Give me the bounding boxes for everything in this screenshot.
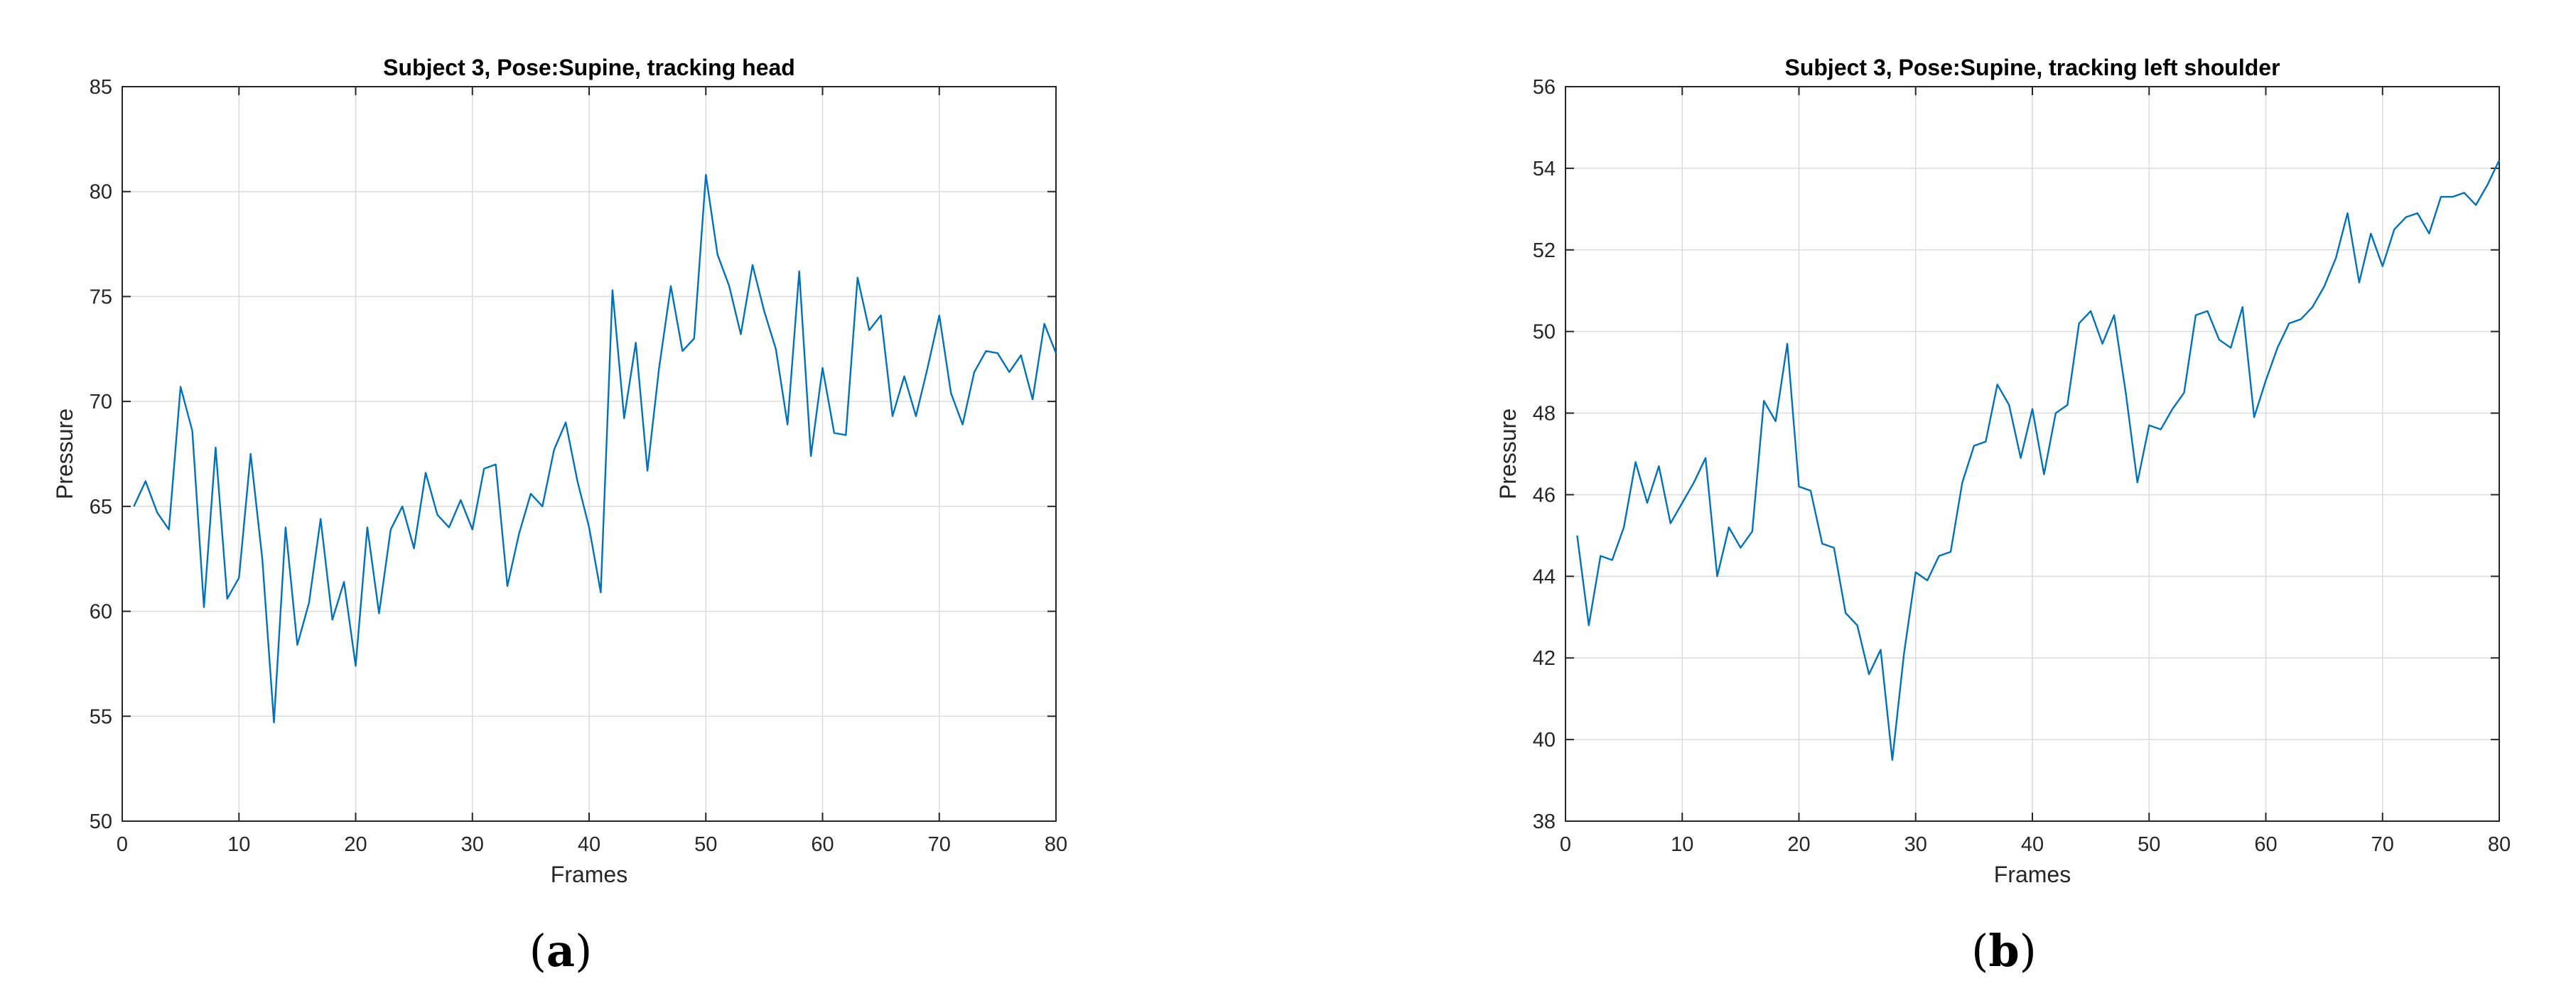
- x-tick-label: 30: [461, 833, 484, 856]
- series-line: [133, 173, 1057, 724]
- chart-title: Subject 3, Pose:Supine, tracking left sh…: [1784, 55, 2280, 80]
- y-tick-label: 65: [90, 496, 112, 519]
- x-tick-label: 0: [1560, 833, 1571, 856]
- y-tick-label: 56: [1533, 76, 1556, 99]
- series-line: [1576, 159, 2501, 761]
- x-tick-label: 60: [811, 833, 834, 856]
- x-tick-label: 80: [1045, 833, 1067, 856]
- subfigure-caption: (a): [529, 925, 593, 977]
- chart-head: 0 10 20 30 40 50 60 70 80 50 55 60 65 70 75 80 85 Subjec…: [52, 55, 1067, 977]
- x-tick-label: 20: [1787, 833, 1810, 856]
- x-axis-label: Frames: [551, 862, 627, 887]
- axes-box: [1565, 86, 2500, 822]
- y-tick-label: 75: [90, 286, 112, 308]
- x-axis-label: Frames: [1994, 862, 2071, 887]
- y-tick-label: 44: [1533, 565, 1556, 588]
- x-tick-label: 60: [2254, 833, 2277, 856]
- chart-left-shoulder: 0 10 20 30 40 50 60 70 80 38 40 42 44 46 48 50 52 54 56 Su…: [1495, 55, 2511, 977]
- caption-letter: b: [1988, 925, 2019, 977]
- x-tick-label: 0: [117, 833, 128, 856]
- y-tick-label: 55: [90, 705, 112, 728]
- y-axis-label: Pressure: [52, 408, 77, 499]
- x-tick-label: 10: [1671, 833, 1693, 856]
- y-tick-label: 38: [1533, 810, 1556, 833]
- axis-ticks: 0 10 20 30 40 50 60 70 80 38 40 42 44 46 48 50 52 54 56: [1533, 76, 2511, 856]
- y-axis-label: Pressure: [1495, 408, 1521, 499]
- y-tick-label: 46: [1533, 484, 1556, 506]
- x-tick-label: 50: [2138, 833, 2160, 856]
- y-tick-label: 40: [1533, 729, 1556, 752]
- y-tick-label: 50: [1533, 321, 1556, 344]
- y-tick-label: 70: [90, 391, 112, 413]
- y-tick-label: 48: [1533, 403, 1556, 425]
- y-tick-label: 50: [90, 810, 112, 833]
- x-tick-label: 70: [2371, 833, 2394, 856]
- axis-ticks: 0 10 20 30 40 50 60 70 80 50 55 60 65 70 75 80 85: [90, 76, 1067, 856]
- axes-box: [122, 86, 1057, 822]
- x-tick-label: 10: [227, 833, 250, 856]
- y-tick-label: 80: [90, 181, 112, 204]
- x-tick-label: 50: [694, 833, 717, 856]
- y-tick-label: 85: [90, 76, 112, 99]
- x-tick-label: 80: [2488, 833, 2511, 856]
- x-tick-label: 70: [928, 833, 951, 856]
- caption-close-paren: ): [575, 925, 592, 977]
- y-tick-label: 60: [90, 601, 112, 624]
- caption-close-paren: ): [2020, 925, 2037, 977]
- y-tick-label: 42: [1533, 647, 1556, 670]
- caption-letter: a: [546, 925, 575, 977]
- x-tick-label: 30: [1904, 833, 1927, 856]
- x-tick-label: 40: [2021, 833, 2044, 856]
- subfigure-caption: (b): [1971, 925, 2037, 977]
- x-tick-label: 20: [344, 833, 367, 856]
- y-tick-label: 52: [1533, 239, 1556, 262]
- caption-open-paren: (: [1971, 925, 1988, 977]
- y-tick-label: 54: [1533, 158, 1556, 180]
- chart-title: Subject 3, Pose:Supine, tracking head: [383, 55, 795, 80]
- x-tick-label: 40: [578, 833, 600, 856]
- caption-open-paren: (: [529, 925, 546, 977]
